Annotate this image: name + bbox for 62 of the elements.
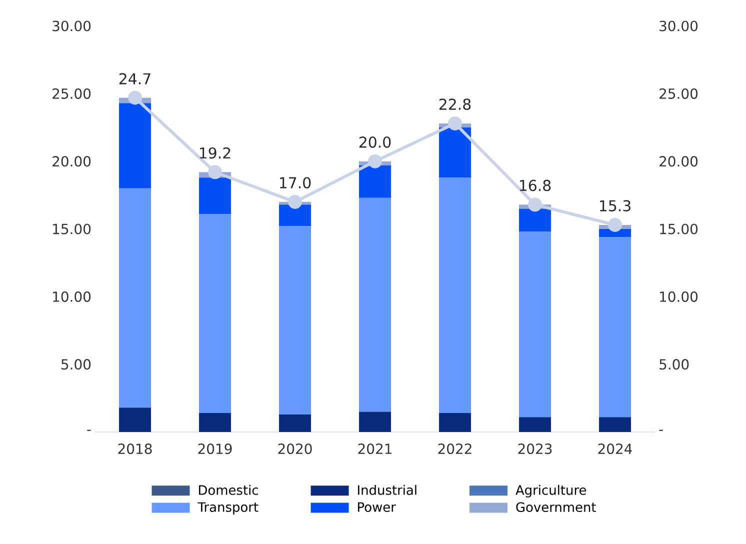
data-label: 16.8	[520, 180, 551, 192]
y-tick-label: 5.00	[62, 359, 91, 370]
data-label: 19.2	[200, 147, 230, 159]
bar	[279, 204, 312, 226]
bar	[599, 417, 632, 432]
bar	[279, 226, 312, 414]
bar	[119, 408, 151, 432]
bar	[359, 412, 392, 432]
bar	[199, 214, 231, 414]
bar	[599, 229, 632, 238]
point	[368, 154, 382, 168]
y2-tick-label: 5.00	[660, 359, 689, 370]
y2-tick-label: 25.00	[660, 88, 698, 99]
point	[608, 218, 622, 232]
x-tick-label: 2023	[518, 444, 552, 454]
x-tick-label: 2020	[278, 444, 312, 454]
y2-tick-label: 30.00	[660, 20, 698, 32]
bar	[519, 232, 552, 418]
point	[448, 116, 462, 130]
x-tick-label: 2022	[438, 444, 472, 454]
bar	[359, 198, 392, 412]
y-tick-label: 10.00	[53, 291, 91, 302]
legend-label: Power	[358, 502, 396, 512]
point	[288, 194, 302, 209]
bar	[439, 128, 472, 178]
legend-label: Domestic	[199, 484, 258, 495]
data-label: 20.0	[359, 136, 391, 148]
point	[128, 90, 142, 105]
bar	[439, 413, 472, 432]
y2-tick-label: 20.00	[660, 156, 698, 167]
legend-label: Government	[516, 502, 596, 512]
y2-tick-label: 15.00	[660, 224, 698, 234]
bar	[599, 237, 632, 418]
bar	[439, 178, 472, 414]
bar	[199, 413, 231, 432]
bar	[119, 103, 151, 188]
y-tick-label: 25.00	[52, 88, 91, 99]
y-tick-label: 15.00	[53, 224, 91, 234]
y2-tick-label: -	[659, 430, 663, 431]
y2-tick-label: 10.00	[660, 291, 698, 302]
data-label: 15.3	[600, 200, 630, 212]
legend-label: Agriculture	[516, 484, 586, 498]
y-tick-label: -	[87, 430, 91, 431]
legend-label: Industrial	[358, 484, 416, 495]
bar	[279, 414, 312, 432]
bar	[519, 417, 552, 432]
data-label: 22.8	[439, 98, 471, 110]
x-tick-label: 2019	[198, 444, 232, 454]
legend-label: Transport	[198, 502, 258, 514]
bar	[199, 178, 231, 214]
x-tick-label: 2024	[598, 444, 632, 454]
data-label: 24.7	[119, 73, 150, 84]
y-tick-label: 20.00	[52, 156, 91, 167]
data-label: 17.0	[280, 177, 311, 188]
point	[208, 165, 222, 180]
y-tick-label: 30.00	[52, 20, 91, 32]
x-tick-label: 2021	[358, 444, 392, 454]
bar	[519, 208, 552, 232]
bar	[359, 165, 392, 198]
x-tick-label: 2018	[118, 444, 152, 454]
bar	[119, 188, 151, 408]
point	[528, 198, 542, 212]
